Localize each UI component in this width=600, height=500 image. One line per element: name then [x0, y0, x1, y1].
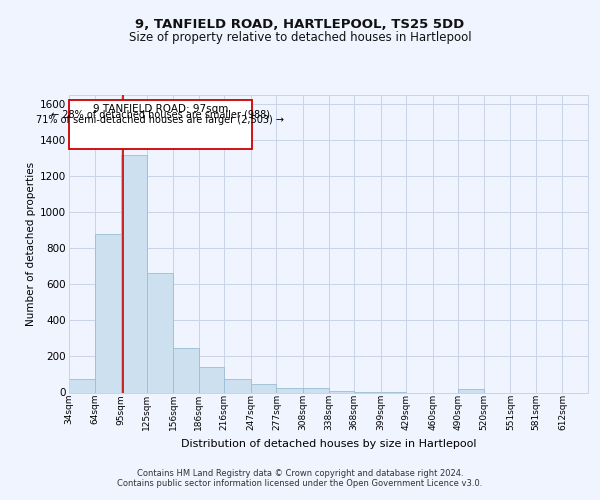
- Bar: [95, 234, 121, 392]
- Bar: [329, 390, 354, 392]
- Bar: [458, 389, 484, 392]
- Bar: [146, 272, 173, 392]
- Bar: [199, 368, 224, 392]
- Bar: [121, 154, 146, 392]
- Bar: [224, 379, 251, 392]
- Bar: [69, 379, 95, 392]
- Bar: [277, 388, 303, 392]
- Bar: [303, 388, 329, 392]
- Text: Size of property relative to detached houses in Hartlepool: Size of property relative to detached ho…: [128, 32, 472, 44]
- Y-axis label: Number of detached properties: Number of detached properties: [26, 162, 36, 326]
- Bar: [173, 348, 199, 393]
- Text: 71% of semi-detached houses are larger (2,503) →: 71% of semi-detached houses are larger (…: [37, 115, 284, 125]
- Text: 9, TANFIELD ROAD, HARTLEPOOL, TS25 5DD: 9, TANFIELD ROAD, HARTLEPOOL, TS25 5DD: [136, 18, 464, 30]
- Text: Contains public sector information licensed under the Open Government Licence v3: Contains public sector information licen…: [118, 478, 482, 488]
- X-axis label: Distribution of detached houses by size in Hartlepool: Distribution of detached houses by size …: [181, 438, 476, 448]
- Bar: [251, 384, 277, 392]
- Text: ← 28% of detached houses are smaller (988): ← 28% of detached houses are smaller (98…: [51, 110, 270, 120]
- Text: Contains HM Land Registry data © Crown copyright and database right 2024.: Contains HM Land Registry data © Crown c…: [137, 469, 463, 478]
- Text: 9 TANFIELD ROAD: 97sqm: 9 TANFIELD ROAD: 97sqm: [92, 104, 228, 114]
- FancyBboxPatch shape: [69, 100, 251, 149]
